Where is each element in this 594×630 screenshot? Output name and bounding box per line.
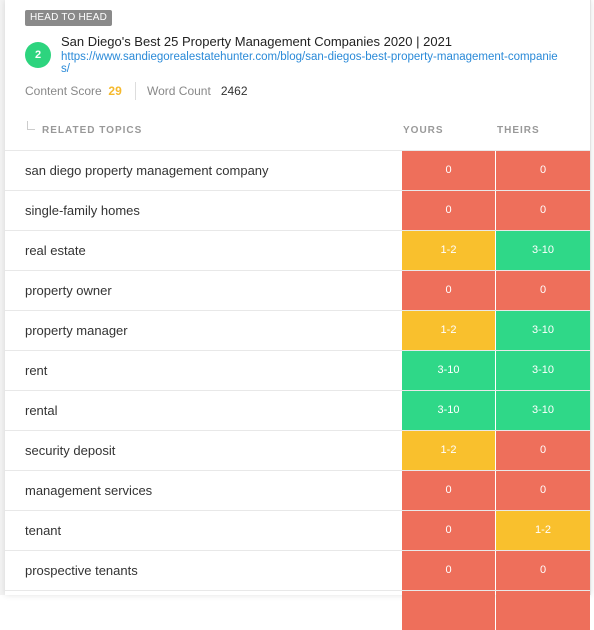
content-score-value: 29 — [108, 84, 122, 98]
table-row: rent 3-10 3-10 — [5, 350, 590, 390]
theirs-count-cell: 3-10 — [496, 231, 590, 270]
word-count-label: Word Count — [147, 84, 211, 98]
tree-corner-icon — [27, 121, 35, 130]
topic-name: security deposit — [25, 443, 116, 458]
content-score: Content Score 29 — [25, 84, 122, 98]
topic-name: property owner — [25, 283, 112, 298]
rank-badge: 2 — [25, 42, 51, 68]
content-score-label: Content Score — [25, 84, 102, 98]
yours-count-cell — [402, 591, 495, 630]
theirs-count-cell: 3-10 — [496, 351, 590, 390]
yours-count-cell: 3-10 — [402, 351, 495, 390]
table-row: property manager 1-2 3-10 — [5, 310, 590, 350]
head-to-head-badge: HEAD TO HEAD — [25, 10, 113, 26]
theirs-count-cell: 0 — [496, 271, 590, 310]
theirs-header: THEIRS — [497, 125, 540, 136]
yours-count-cell: 1-2 — [402, 431, 495, 470]
theirs-count-cell: 1-2 — [496, 511, 590, 550]
yours-count-cell: 0 — [402, 271, 495, 310]
table-row: management services 0 0 — [5, 470, 590, 510]
competitor-title: San Diego's Best 25 Property Management … — [61, 34, 453, 49]
yours-header: YOURS — [403, 125, 444, 136]
table-row: real estate 1-2 3-10 — [5, 230, 590, 270]
theirs-count-cell — [496, 591, 590, 630]
table-row: san diego property management company 0 0 — [5, 150, 590, 190]
theirs-count-cell: 3-10 — [496, 311, 590, 350]
table-row: property owner 0 0 — [5, 270, 590, 310]
related-topics-table: san diego property management company 0 0 s… — [5, 150, 590, 630]
meta-divider — [135, 82, 136, 100]
yours-count-cell: 3-10 — [402, 391, 495, 430]
table-row: tenant 0 1-2 — [5, 510, 590, 550]
theirs-count-cell: 0 — [496, 471, 590, 510]
table-row: security deposit 1-2 0 — [5, 430, 590, 470]
topic-name: single-family homes — [25, 203, 140, 218]
yours-count-cell: 0 — [402, 151, 495, 190]
yours-count-cell: 1-2 — [402, 231, 495, 270]
word-count-value: 2462 — [220, 84, 248, 98]
table-row: prospective tenants 0 0 — [5, 550, 590, 590]
topic-name: san diego property management company — [25, 163, 269, 178]
topic-name: rental — [25, 403, 58, 418]
yours-count-cell: 1-2 — [402, 311, 495, 350]
competitor-url-link[interactable]: https://www.sandiegorealestatehunter.com… — [61, 51, 558, 75]
topic-name: property manager — [25, 323, 128, 338]
yours-count-cell: 0 — [402, 551, 495, 590]
topic-name: management services — [25, 483, 153, 498]
theirs-count-cell: 3-10 — [496, 391, 590, 430]
theirs-count-cell: 0 — [496, 151, 590, 190]
table-row: rental 3-10 3-10 — [5, 390, 590, 430]
theirs-count-cell: 0 — [496, 431, 590, 470]
theirs-count-cell: 0 — [496, 551, 590, 590]
table-row — [5, 590, 590, 630]
yours-count-cell: 0 — [402, 511, 495, 550]
related-topics-header: RELATED TOPICS — [42, 125, 143, 136]
topic-name: real estate — [25, 243, 86, 258]
topic-name: rent — [25, 363, 48, 378]
background-page-edge — [0, 0, 5, 595]
yours-count-cell: 0 — [402, 191, 495, 230]
word-count: Word Count 2462 — [147, 84, 248, 98]
theirs-count-cell: 0 — [496, 191, 590, 230]
head-to-head-panel: HEAD TO HEAD 2 San Diego's Best 25 Prope… — [5, 0, 591, 630]
topic-name: tenant — [25, 523, 62, 538]
topic-name: prospective tenants — [25, 563, 138, 578]
table-row: single-family homes 0 0 — [5, 190, 590, 230]
yours-count-cell: 0 — [402, 471, 495, 510]
